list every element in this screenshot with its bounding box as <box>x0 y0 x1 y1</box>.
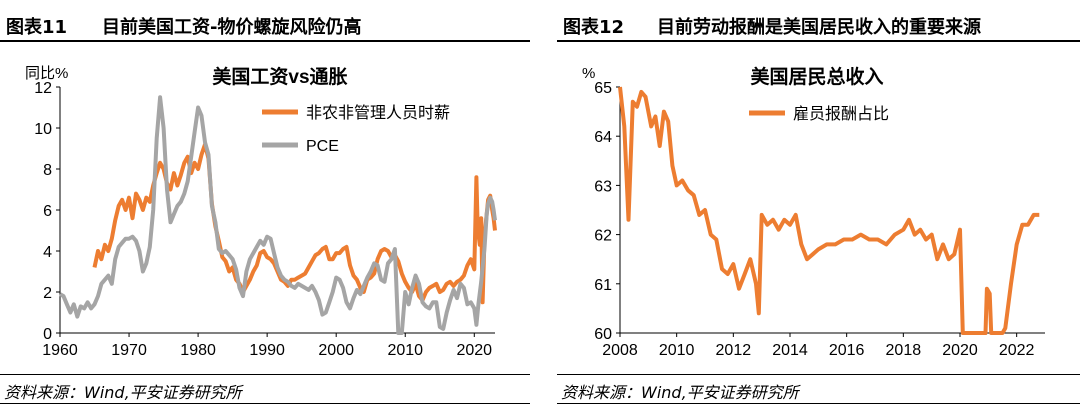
x-tick-label: 1970 <box>111 342 147 359</box>
y-axis-unit: 同比% <box>25 65 68 82</box>
figure-header: 图表12 目前劳动报酬是美国居民收入的重要来源 <box>557 10 1080 42</box>
x-tick-label: 2016 <box>829 342 865 359</box>
household-income-chart: 美国居民总收入 % 60 61 62 63 64 65 2008 2010 2012 2014 20… <box>582 65 1045 359</box>
y-tick-label: 6 <box>43 203 52 220</box>
legend: 雇员报酬占比 <box>749 105 889 123</box>
x-tick-label: 2022 <box>999 342 1035 359</box>
series-line-2 <box>59 95 497 335</box>
figure-caption: 目前劳动报酬是美国居民收入的重要来源 <box>657 17 981 38</box>
x-tick-label: 1990 <box>249 342 285 359</box>
y-tick-label: 60 <box>594 326 612 343</box>
x-tick-label: 2008 <box>602 342 638 359</box>
x-tick-label: 1960 <box>42 342 78 359</box>
y-tick-label: 65 <box>594 80 612 97</box>
figure-number: 图表12 <box>563 17 625 38</box>
figure-11: 图表11 目前美国工资-物价螺旋风险仍高 美国工资vs通胀 同比% 0 2 4 6 8 1… <box>0 0 530 413</box>
chart-title: 美国工资vs通胀 <box>212 65 347 88</box>
source-note: 资料来源：Wind,平安证券研究所 <box>0 374 530 404</box>
legend-label-wage: 非农非管理人员时薪 <box>306 104 450 122</box>
x-tick-label: 2000 <box>318 342 354 359</box>
legend-label-comp: 雇员报酬占比 <box>793 105 889 123</box>
figure-12: 图表12 目前劳动报酬是美国居民收入的重要来源 美国居民总收入 % 60 61 62… <box>557 0 1080 413</box>
y-tick-label: 12 <box>34 80 52 97</box>
y-tick-label: 4 <box>43 244 52 261</box>
x-tick-label: 2020 <box>942 342 978 359</box>
y-axis-unit: % <box>582 65 595 82</box>
x-tick-label: 2020 <box>456 342 492 359</box>
x-tick-label: 2012 <box>716 342 752 359</box>
source-text: 资料来源：Wind,平安证券研究所 <box>561 383 799 402</box>
figure-caption: 目前美国工资-物价螺旋风险仍高 <box>102 17 362 38</box>
y-tick-label: 62 <box>594 228 612 245</box>
x-tick-label: 2014 <box>772 342 808 359</box>
x-tick-label: 2010 <box>387 342 423 359</box>
y-tick-label: 2 <box>43 285 52 302</box>
y-tick-label: 64 <box>594 129 612 146</box>
source-note: 资料来源：Wind,平安证券研究所 <box>557 374 1080 404</box>
legend: 非农非管理人员时薪 PCE <box>262 104 450 155</box>
x-tick-label: 2018 <box>886 342 922 359</box>
y-tick-label: 8 <box>43 162 52 179</box>
legend-label-pce: PCE <box>306 138 339 155</box>
y-tick-label: 63 <box>594 178 612 195</box>
y-tick-label: 0 <box>43 326 52 343</box>
x-tick-label: 2010 <box>659 342 695 359</box>
figure-number: 图表11 <box>6 17 68 38</box>
y-tick-label: 61 <box>594 277 612 294</box>
source-text: 资料来源：Wind,平安证券研究所 <box>4 383 242 402</box>
figure-header: 图表11 目前美国工资-物价螺旋风险仍高 <box>0 10 530 42</box>
y-tick-label: 10 <box>34 121 52 138</box>
chart-title: 美国居民总收入 <box>750 65 883 88</box>
series-line-1 <box>618 86 1040 335</box>
wage-vs-inflation-chart: 美国工资vs通胀 同比% 0 2 4 6 8 10 12 1960 1970 1980 1990 20… <box>25 65 497 359</box>
x-tick-label: 1980 <box>180 342 216 359</box>
